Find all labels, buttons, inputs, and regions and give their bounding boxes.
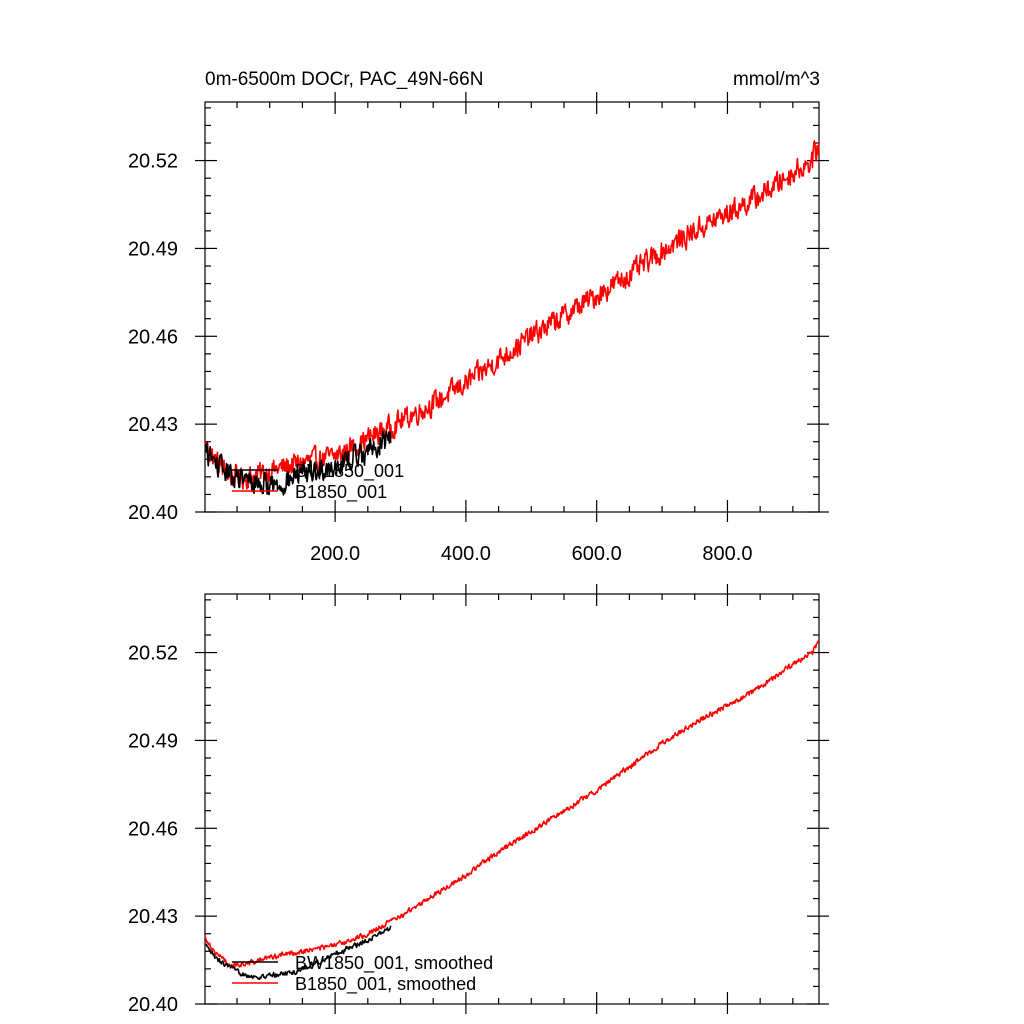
plot-frame bbox=[204, 593, 820, 1005]
bottom-panel-marks: 20.40 20.43 20.46 20.49 20.52 BW1850_001, smo… bbox=[128, 584, 829, 1016]
y-tick-label: 20.46 bbox=[128, 326, 178, 348]
series-line-bw1850 bbox=[204, 430, 392, 496]
x-tick-label: 800.0 bbox=[702, 543, 752, 565]
x-tick-label: 600.0 bbox=[572, 543, 622, 565]
series-line-b1850 bbox=[204, 139, 820, 490]
y-tick-label: 20.43 bbox=[128, 414, 178, 436]
y-tick-label: 20.49 bbox=[128, 730, 178, 752]
plot-frame bbox=[204, 101, 820, 513]
series-line-b1850 bbox=[204, 640, 820, 969]
x-tick-label: 200.0 bbox=[310, 543, 360, 565]
y-tick-label: 20.49 bbox=[128, 238, 178, 260]
series-line-bw1850 bbox=[204, 925, 392, 981]
units-label: mmol/m^3 bbox=[733, 69, 820, 90]
legend-label: B1850_001, smoothed bbox=[295, 974, 476, 995]
top-panel: 0m-6500m DOCr, PAC_49N-66N mmol/m^3 20.4… bbox=[128, 69, 829, 565]
y-tick-label: 20.40 bbox=[128, 994, 178, 1016]
legend-label: B1850_001 bbox=[295, 482, 387, 503]
y-tick-label: 20.52 bbox=[128, 643, 178, 665]
legend-label: BW1850_001 bbox=[295, 461, 404, 482]
top-panel-marks: 20.40 20.43 20.46 20.49 20.52 200.0 400.0 600.0… bbox=[128, 92, 829, 565]
chart-title: 0m-6500m DOCr, PAC_49N-66N bbox=[205, 69, 483, 90]
y-tick-label: 20.46 bbox=[128, 818, 178, 840]
y-tick-label: 20.40 bbox=[128, 502, 178, 524]
y-tick-label: 20.52 bbox=[128, 151, 178, 173]
bottom-panel: 20.40 20.43 20.46 20.49 20.52 BW1850_001, smo… bbox=[128, 584, 829, 1016]
y-tick-label: 20.43 bbox=[128, 906, 178, 928]
legend-label: BW1850_001, smoothed bbox=[295, 953, 493, 974]
x-tick-label: 400.0 bbox=[441, 543, 491, 565]
